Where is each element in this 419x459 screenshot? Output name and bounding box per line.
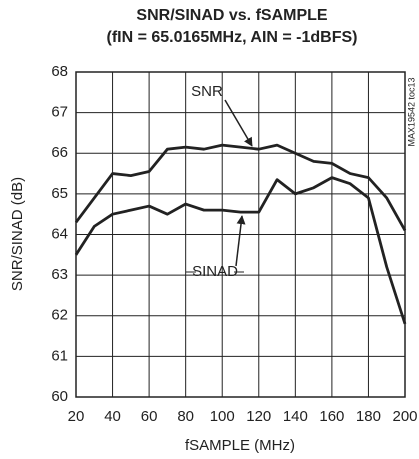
- y-tick-label: 68: [51, 63, 68, 80]
- side-note: MAX19542 toc13: [406, 77, 416, 146]
- x-tick-label: 60: [141, 408, 158, 425]
- y-tick-label: 64: [51, 225, 68, 242]
- series-label: SNR: [191, 83, 223, 100]
- chart-title: SNR/SINAD vs. fSAMPLE: [136, 7, 327, 24]
- y-tick-label: 65: [51, 185, 68, 202]
- series-label: SINAD: [192, 263, 238, 280]
- x-tick-label: 180: [356, 408, 381, 425]
- x-tick-label: 140: [283, 408, 308, 425]
- chart-subtitle: (fIN = 65.0165MHz, AIN = -1dBFS): [106, 29, 357, 46]
- series-line: [74, 176, 407, 325]
- x-tick-label: 40: [104, 408, 121, 425]
- annotation-arrow: [235, 215, 246, 267]
- y-tick-label: 60: [51, 388, 68, 405]
- y-tick-label: 66: [51, 144, 68, 161]
- x-tick-label: 20: [68, 408, 85, 425]
- x-tick-label: 80: [177, 408, 194, 425]
- x-axis-label: fSAMPLE (MHz): [185, 437, 295, 454]
- x-tick-label: 100: [210, 408, 235, 425]
- y-axis-label: SNR/SINAD (dB): [9, 177, 26, 291]
- annotation-arrow: [224, 99, 253, 147]
- x-tick-label: 120: [246, 408, 271, 425]
- series-line: [74, 143, 407, 232]
- x-tick-label: 160: [319, 408, 344, 425]
- y-tick-label: 63: [51, 266, 68, 283]
- y-tick-label: 62: [51, 307, 68, 324]
- x-tick-label: 200: [392, 408, 417, 425]
- y-tick-label: 67: [51, 104, 68, 121]
- y-tick-label: 61: [51, 347, 68, 364]
